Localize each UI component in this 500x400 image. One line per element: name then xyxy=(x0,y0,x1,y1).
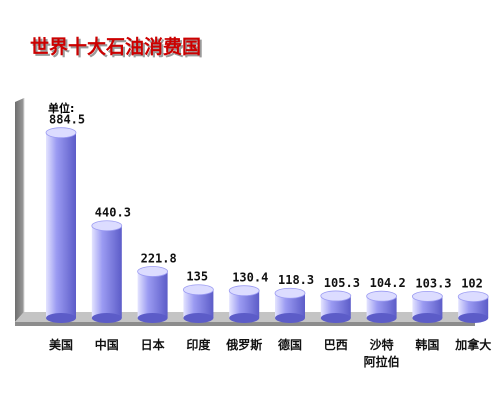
chart-title: 世界十大石油消费国 xyxy=(30,35,201,58)
category-label-10: 加拿大 xyxy=(454,337,491,352)
bar-base-5 xyxy=(229,313,260,323)
value-label-10: 102 xyxy=(461,277,483,291)
category-label-6: 德国 xyxy=(278,337,302,352)
category-label-5: 俄罗斯 xyxy=(225,337,262,352)
category-label-2: 中国 xyxy=(95,337,119,352)
category-label-4: 印度 xyxy=(186,337,211,352)
chart-title-shadow: 世界十大石油消费国 xyxy=(32,37,203,60)
bar-2 xyxy=(91,225,122,318)
bar-base-2 xyxy=(91,313,122,323)
bar-base-10 xyxy=(458,313,489,323)
bar-base-3 xyxy=(137,313,168,323)
category-label-7: 巴西 xyxy=(324,338,348,352)
value-label-3: 221.8 xyxy=(141,252,177,266)
value-label-7: 105.3 xyxy=(324,276,360,290)
bars-layer xyxy=(45,127,489,323)
value-label-6: 118.3 xyxy=(278,273,314,287)
bar-cap-3 xyxy=(137,266,169,277)
bar-10 xyxy=(458,296,489,318)
bar-cap-8 xyxy=(366,290,398,302)
bar-1 xyxy=(46,132,76,318)
bar-base-1 xyxy=(46,313,76,323)
bar-cap-9 xyxy=(411,290,443,302)
bar-cap-10 xyxy=(457,291,489,303)
bar-7 xyxy=(320,295,351,318)
bar-base-9 xyxy=(412,313,443,323)
bar-cap-1 xyxy=(45,127,77,139)
bar-3 xyxy=(137,271,168,318)
value-label-2: 440.3 xyxy=(95,206,131,220)
category-label-8: 沙特阿拉伯 xyxy=(364,337,400,369)
category-label-1: 美国 xyxy=(49,337,73,352)
bar-cap-2 xyxy=(91,220,123,232)
bar-cap-4 xyxy=(182,284,214,296)
bar-base-4 xyxy=(183,313,214,323)
category-label-3: 日本 xyxy=(141,337,165,352)
bar-cap-7 xyxy=(320,290,352,302)
bar-8 xyxy=(366,296,397,318)
bar-cap-5 xyxy=(228,285,260,297)
bar-base-8 xyxy=(366,313,397,323)
bar-base-6 xyxy=(275,313,305,323)
x-axis-floor-front xyxy=(15,322,475,326)
bar-cap-6 xyxy=(274,287,306,299)
value-label-9: 103.3 xyxy=(415,276,451,290)
value-label-5: 130.4 xyxy=(232,271,268,285)
value-label-8: 104.2 xyxy=(370,276,406,290)
value-label-4: 135 xyxy=(186,270,208,284)
bar-9 xyxy=(412,296,443,318)
labels-layer: 884.5 美国 440.3 中国 221.8 日本 135 印度 130.4 俄罗斯 118.3 德… xyxy=(49,113,491,369)
category-label-9: 韩国 xyxy=(415,337,439,352)
bar-base-7 xyxy=(320,313,351,323)
y-axis-wall xyxy=(15,98,24,322)
unit-label: 单位: xyxy=(48,101,74,115)
value-label-1: 884.5 xyxy=(49,113,85,127)
